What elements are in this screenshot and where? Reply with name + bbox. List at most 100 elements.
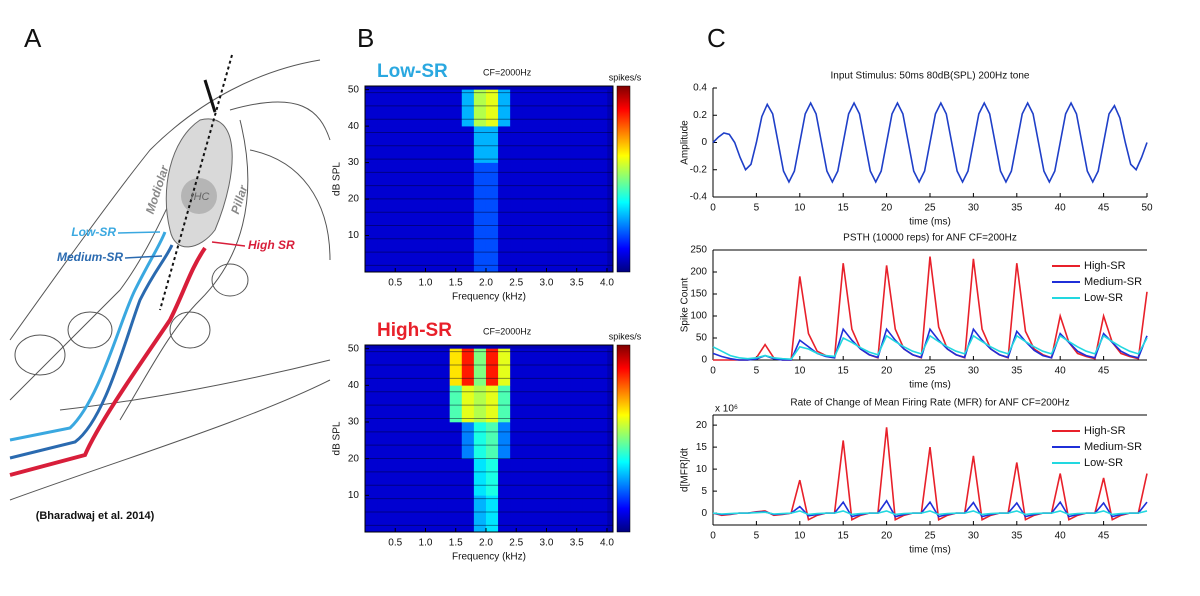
x-tick-label: 25 bbox=[924, 366, 936, 377]
heat-cell bbox=[546, 348, 559, 386]
y-tick-label: 0.2 bbox=[693, 110, 707, 121]
x-tick-label: 30 bbox=[968, 203, 980, 214]
x-tick-label: 0 bbox=[710, 366, 716, 377]
x-tick-label: 40 bbox=[1055, 366, 1067, 377]
x-tick-label: 50 bbox=[1141, 203, 1153, 214]
heat-cell bbox=[534, 458, 547, 496]
heat-cell bbox=[473, 89, 487, 127]
heat-cell bbox=[389, 235, 402, 273]
heat-cell bbox=[461, 199, 475, 236]
heat-cell bbox=[546, 495, 559, 533]
heat-cell bbox=[546, 422, 559, 459]
heat-cell bbox=[558, 348, 571, 386]
legend-label: Medium-SR bbox=[1084, 276, 1142, 288]
heat-cell bbox=[558, 89, 571, 127]
heat-cell bbox=[534, 495, 547, 533]
y-tick-label: 40 bbox=[348, 380, 360, 391]
heat-cell bbox=[510, 89, 523, 127]
heat-cell bbox=[401, 162, 414, 200]
heat-cell bbox=[522, 385, 535, 423]
heat-cell bbox=[449, 422, 463, 459]
heat-cell bbox=[570, 495, 584, 533]
x-tick-label: 30 bbox=[968, 531, 980, 542]
heat-cell bbox=[582, 495, 596, 533]
heat-cell bbox=[377, 458, 390, 496]
y-tick-label: -0.2 bbox=[690, 164, 708, 175]
heat-cell bbox=[437, 422, 450, 459]
heat-cell bbox=[582, 235, 596, 273]
heat-cell bbox=[425, 235, 438, 273]
heat-cell bbox=[485, 385, 499, 423]
heat-cell bbox=[425, 199, 438, 236]
heat-cell bbox=[582, 348, 596, 386]
heat-cell bbox=[594, 126, 608, 163]
heat-cell bbox=[449, 199, 463, 236]
heat-cell bbox=[558, 162, 571, 200]
heat-cell bbox=[570, 422, 584, 459]
x-tick-label: 35 bbox=[1011, 203, 1023, 214]
x-tick-label: 1.5 bbox=[449, 538, 463, 549]
heat-cell bbox=[377, 422, 390, 459]
heat-cell bbox=[485, 126, 499, 163]
y-tick-label: 0 bbox=[701, 355, 707, 366]
panel-label: B bbox=[357, 23, 374, 53]
heat-cell bbox=[437, 458, 450, 496]
x-tick-label: 2.5 bbox=[509, 538, 523, 549]
heat-cell bbox=[522, 458, 535, 496]
heat-cell bbox=[582, 162, 596, 200]
heat-cell bbox=[413, 199, 426, 236]
heat-cell bbox=[401, 458, 414, 496]
x-tick-label: 2.0 bbox=[479, 278, 493, 289]
heat-cell bbox=[582, 126, 596, 163]
x-tick-label: 15 bbox=[838, 531, 850, 542]
x-axis-label: time (ms) bbox=[909, 217, 951, 228]
heat-cell bbox=[522, 422, 535, 459]
heat-cell bbox=[473, 199, 487, 236]
heat-cell bbox=[522, 348, 535, 386]
y-tick-label: 200 bbox=[690, 267, 707, 278]
heat-cell bbox=[437, 199, 450, 236]
heat-cell bbox=[485, 422, 499, 459]
colorbar bbox=[616, 344, 631, 533]
plot-frame bbox=[364, 85, 614, 273]
y-tick-label: 50 bbox=[348, 84, 360, 95]
heat-cell bbox=[510, 422, 523, 459]
heat-cell bbox=[546, 385, 559, 423]
x-tick-label: 15 bbox=[838, 366, 850, 377]
x-tick-label: 4.0 bbox=[600, 538, 614, 549]
ihc-label: IHC bbox=[191, 191, 210, 203]
x-axis-label: time (ms) bbox=[909, 545, 951, 556]
low-sr-label: Low-SR bbox=[71, 225, 116, 239]
heat-cell bbox=[413, 126, 426, 163]
heat-cell bbox=[389, 89, 402, 127]
heat-cell bbox=[413, 348, 426, 386]
heat-cell bbox=[534, 162, 547, 200]
heat-cell bbox=[473, 495, 487, 533]
y-tick-label: -0.4 bbox=[690, 192, 708, 203]
heat-cell bbox=[546, 89, 559, 127]
heat-cell bbox=[377, 89, 390, 127]
heat-cell bbox=[582, 199, 596, 236]
y-tick-label: 0 bbox=[701, 508, 707, 519]
heat-cell bbox=[498, 495, 511, 533]
heat-cell bbox=[498, 162, 511, 200]
x-tick-label: 40 bbox=[1055, 203, 1067, 214]
heat-cell bbox=[449, 458, 463, 496]
heat-cell bbox=[413, 458, 426, 496]
heat-cell bbox=[461, 235, 475, 273]
heat-cell bbox=[510, 126, 523, 163]
heat-cell bbox=[522, 235, 535, 273]
heat-cell bbox=[365, 348, 378, 386]
heat-cell bbox=[558, 385, 571, 423]
y-tick-label: 20 bbox=[696, 420, 708, 431]
heat-cell bbox=[425, 495, 438, 533]
heat-cell bbox=[546, 162, 559, 200]
heat-cell bbox=[498, 235, 511, 273]
heat-cell bbox=[473, 126, 487, 163]
heat-cell bbox=[594, 458, 608, 496]
heat-cell bbox=[485, 89, 499, 127]
panel-label: C bbox=[707, 23, 726, 53]
heat-cell bbox=[570, 235, 584, 273]
heat-cell bbox=[498, 126, 511, 163]
